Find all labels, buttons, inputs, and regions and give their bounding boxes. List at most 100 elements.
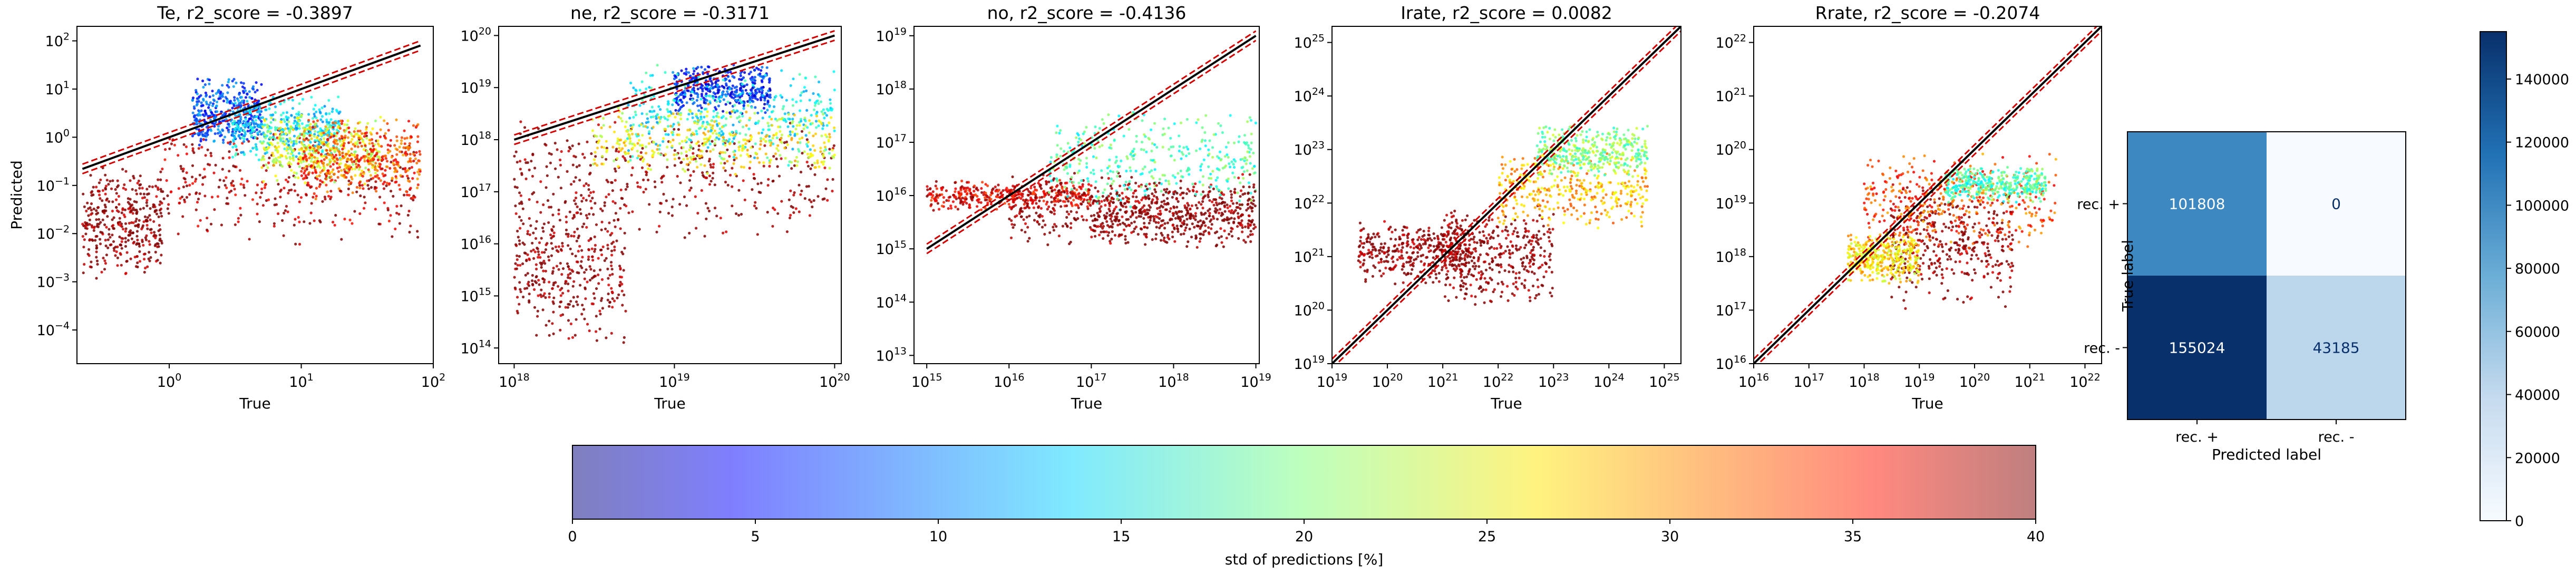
data-point [152,205,155,208]
data-point [757,190,761,194]
data-point [364,155,367,158]
data-point [170,142,173,145]
data-point [1065,204,1068,208]
data-point [653,110,656,113]
data-point [142,207,145,210]
data-point [688,179,692,182]
data-point [1107,177,1110,180]
data-point [255,153,258,157]
data-point [548,206,551,209]
data-point [264,183,267,187]
data-point [771,180,774,183]
data-point [136,261,139,265]
data-point [798,73,801,76]
data-point [566,306,569,309]
data-point [219,90,222,94]
data-point [588,212,591,216]
data-point [1236,201,1239,204]
plot-frame [76,26,434,364]
data-point [246,93,249,96]
data-point [1148,182,1151,186]
data-point [305,137,308,140]
data-point [518,216,521,219]
data-point [745,124,748,127]
data-point [143,258,146,261]
data-point [764,135,767,138]
data-point [636,185,639,188]
data-point [945,189,948,192]
data-point [819,147,822,150]
data-point [260,191,263,194]
data-point [710,119,713,122]
data-point [300,122,304,125]
data-point [561,241,564,245]
data-point [513,286,517,289]
data-point [233,188,236,191]
data-point [965,198,968,201]
data-point [1029,199,1032,202]
data-point [351,168,354,171]
data-point [664,71,667,74]
data-point [932,209,935,212]
data-point [559,248,562,251]
data-point [637,154,640,158]
data-point [381,167,384,170]
data-point [1198,240,1201,243]
data-point [516,186,519,189]
data-point [391,235,394,238]
data-point [381,172,384,176]
data-point [659,108,662,111]
data-point [760,109,763,113]
data-point [380,145,383,148]
data-point [717,134,721,137]
data-point [325,120,328,123]
data-point [954,205,957,209]
data-point [699,104,702,107]
data-point [373,154,376,158]
data-point [231,80,234,83]
data-point [766,100,770,103]
data-point [285,178,288,181]
x-axis-label: True [239,395,270,412]
data-point [686,129,689,132]
data-point [411,177,414,180]
data-point [101,199,104,202]
data-point [338,110,342,113]
data-point [634,110,637,114]
data-point [279,188,283,191]
data-point [752,173,755,176]
data-point [297,111,300,114]
data-point [310,153,313,156]
data-point [977,198,980,201]
data-point [734,133,737,136]
data-point [522,295,525,299]
data-point [1039,207,1043,210]
data-point [545,165,548,168]
data-point [305,168,308,171]
data-point [783,118,786,121]
data-point [282,234,285,237]
data-point [725,117,728,120]
data-point [409,152,412,156]
data-point [1075,196,1078,200]
data-point [200,109,203,112]
data-point [294,176,297,179]
data-point [989,202,993,206]
data-point [303,167,306,170]
data-point [637,133,640,136]
data-point [409,146,412,149]
data-point [95,244,98,247]
data-point [160,215,163,218]
data-point [104,187,107,190]
data-point [117,194,120,198]
data-point [222,141,225,144]
data-point [582,222,586,226]
data-point [234,136,237,139]
data-point [417,173,421,176]
data-point [940,193,944,196]
data-point [587,258,590,261]
data-point [173,143,176,147]
data-point [563,201,567,204]
data-point [691,112,694,115]
data-point [334,160,337,163]
